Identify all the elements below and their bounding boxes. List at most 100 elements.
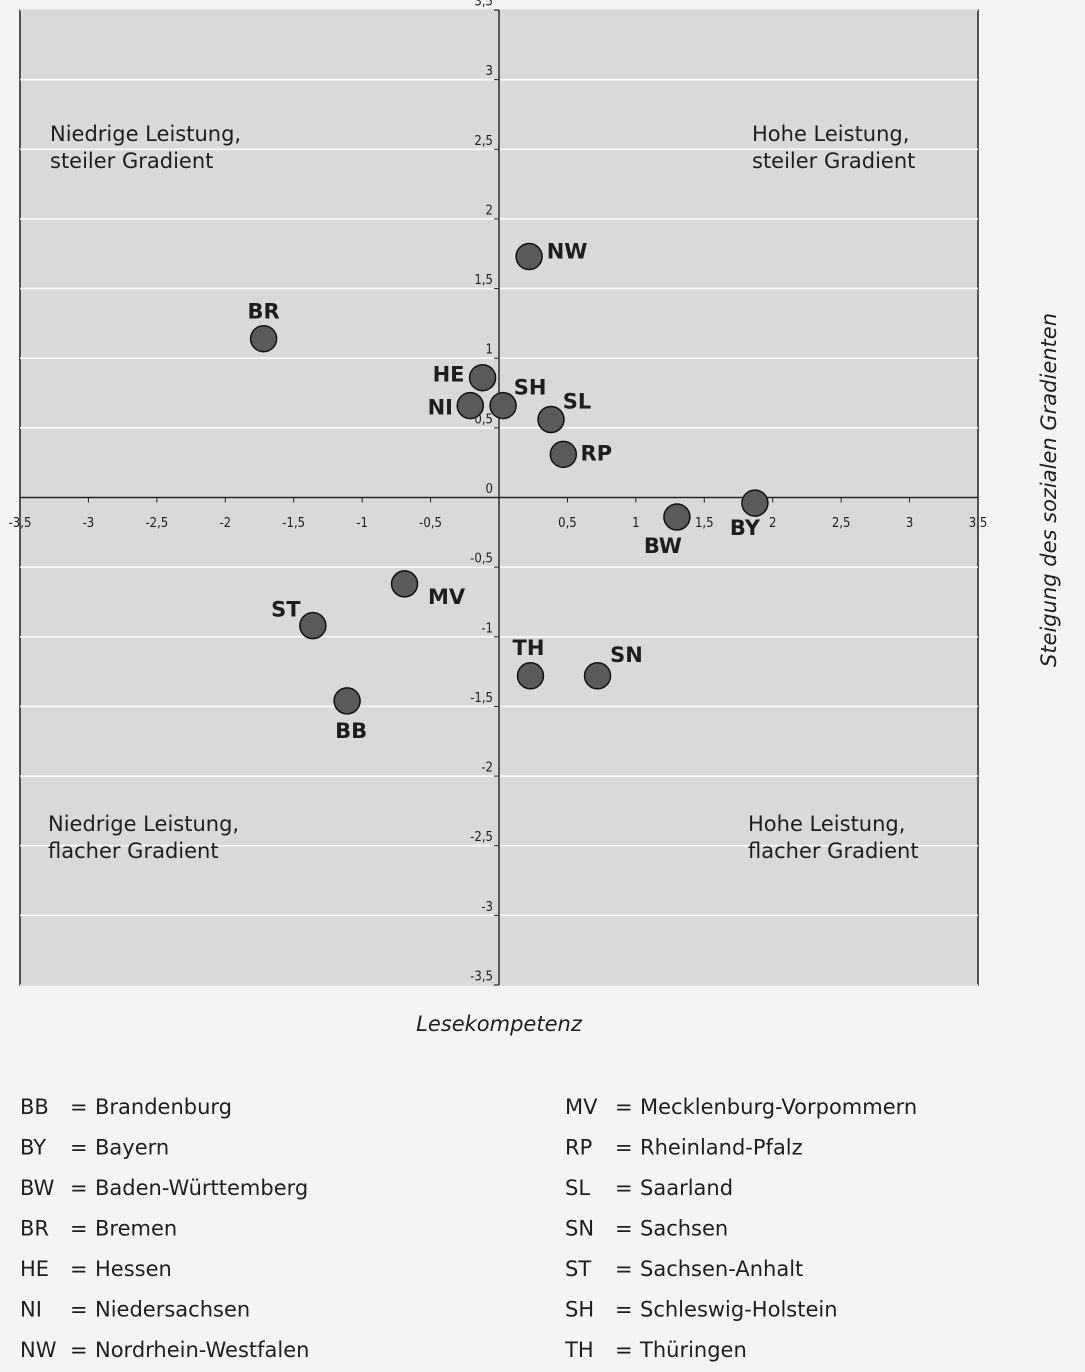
point — [549, 440, 578, 469]
legend-name: Hessen — [95, 1257, 172, 1281]
legend-name: Schleswig-Holstein — [640, 1298, 838, 1322]
point-label: SH — [514, 376, 547, 400]
y-tick-label: -0,5 — [470, 552, 493, 567]
legend-name: Rheinland-Pfalz — [640, 1136, 803, 1160]
y-tick-label: 1 — [486, 343, 493, 358]
legend-name: Bayern — [95, 1136, 169, 1160]
legend-name: Sachsen-Anhalt — [640, 1257, 803, 1281]
legend-abbr: BY — [20, 1136, 46, 1160]
x-axis-label: Lesekompetenz — [416, 1012, 583, 1036]
x-tick-label: 2,5 — [832, 516, 851, 531]
legend-abbr: SN — [565, 1217, 594, 1241]
point-label: BW — [644, 534, 682, 558]
legend-abbr: HE — [20, 1257, 49, 1281]
y-tick-label: 2,5 — [474, 134, 493, 149]
legend-name: Thüringen — [639, 1338, 747, 1362]
x-tick-label: -3,5 — [9, 516, 32, 531]
legend-name: Brandenburg — [95, 1095, 232, 1119]
legend-abbr: TH — [564, 1338, 594, 1362]
x-tick-label: -1 — [356, 516, 368, 531]
x-tick-label: 1 — [632, 516, 639, 531]
legend-abbr: MV — [565, 1095, 598, 1119]
legend-separator: = — [70, 1176, 88, 1200]
legend-abbr: ST — [565, 1257, 591, 1281]
point-label: ST — [271, 598, 301, 622]
legend-abbr: BB — [20, 1095, 49, 1119]
y-tick-label: -1,5 — [470, 691, 493, 706]
y-tick-label: 0 — [486, 482, 493, 497]
legend-separator: = — [615, 1176, 633, 1200]
point-label: SL — [563, 390, 592, 414]
point — [663, 503, 691, 531]
legend-name: Saarland — [640, 1176, 733, 1200]
quadrant-label: Niedrige Leistung, — [48, 812, 239, 836]
legend-abbr: BR — [20, 1217, 49, 1241]
point-label: BY — [730, 516, 761, 540]
x-tick-label: 1,5 — [695, 516, 714, 531]
point — [741, 489, 769, 517]
legend-separator: = — [615, 1136, 633, 1160]
legend-separator: = — [70, 1338, 88, 1362]
point — [456, 391, 485, 420]
point-label: BR — [248, 300, 280, 324]
point-label: SN — [610, 643, 643, 667]
quadrant-label: steiler Gradient — [752, 149, 915, 173]
legend-abbr: NI — [20, 1298, 42, 1322]
y-tick-label: -2 — [481, 761, 493, 776]
legend-name: Nordrhein-Westfalen — [95, 1338, 309, 1362]
point — [537, 405, 565, 434]
legend-abbr: SH — [565, 1298, 594, 1322]
point-label: TH — [513, 636, 545, 660]
x-tick-label: -3 — [83, 516, 95, 531]
y-tick-label: 2 — [486, 203, 493, 218]
legend-separator: = — [70, 1095, 88, 1119]
legend-name: Sachsen — [640, 1217, 728, 1241]
legend-separator: = — [615, 1095, 633, 1119]
x-tick-label: 2 — [769, 516, 776, 531]
legend-abbr: RP — [565, 1136, 592, 1160]
x-tick-label: 0,5 — [558, 516, 577, 531]
quadrant-label: flacher Gradient — [748, 839, 919, 863]
x-tick-label: -2 — [219, 516, 231, 531]
legend-name: Niedersachsen — [95, 1298, 250, 1322]
y-tick-label: 1,5 — [474, 273, 493, 288]
point — [515, 242, 543, 271]
y-tick-label: 3 — [486, 64, 493, 79]
legend-name: Mecklenburg-Vorpommern — [640, 1095, 917, 1119]
point-label: NI — [428, 396, 453, 420]
quadrant-label: flacher Gradient — [48, 839, 219, 863]
point — [583, 662, 612, 690]
point-label: BB — [335, 719, 367, 743]
legend-abbr: BW — [20, 1176, 55, 1200]
legend-separator: = — [615, 1298, 633, 1322]
y-axis-label: Steigung des sozialen Gradienten — [1037, 313, 1061, 667]
x-tick-label: 3 — [906, 516, 913, 531]
x-tick-label: -0,5 — [419, 516, 442, 531]
quadrant-label: Hohe Leistung, — [752, 122, 909, 146]
y-tick-label: -1 — [481, 621, 493, 636]
legend-abbr: NW — [20, 1338, 57, 1362]
y-tick-label: -3,5 — [470, 970, 493, 985]
legend-separator: = — [70, 1217, 88, 1241]
legend-separator: = — [615, 1257, 633, 1281]
legend-abbr: SL — [565, 1176, 590, 1200]
legend-separator: = — [70, 1298, 88, 1322]
point — [516, 662, 545, 690]
point — [249, 324, 278, 353]
x-tick-label: -1,5 — [282, 516, 305, 531]
point — [390, 570, 419, 598]
legend-name: Bremen — [95, 1217, 177, 1241]
legend-separator: = — [70, 1257, 88, 1281]
y-tick-label: 3,5 — [474, 0, 493, 10]
point — [333, 687, 361, 715]
y-tick-label: -3 — [481, 900, 493, 915]
quadrant-label: Niedrige Leistung, — [50, 122, 241, 146]
point — [489, 391, 517, 420]
quadrant-label: Hohe Leistung, — [748, 812, 905, 836]
point-label: NW — [547, 240, 588, 264]
legend-name: Baden-Württemberg — [95, 1176, 308, 1200]
point-label: HE — [433, 363, 465, 387]
point — [299, 611, 327, 640]
legend-separator: = — [70, 1136, 88, 1160]
legend-separator: = — [615, 1338, 633, 1362]
